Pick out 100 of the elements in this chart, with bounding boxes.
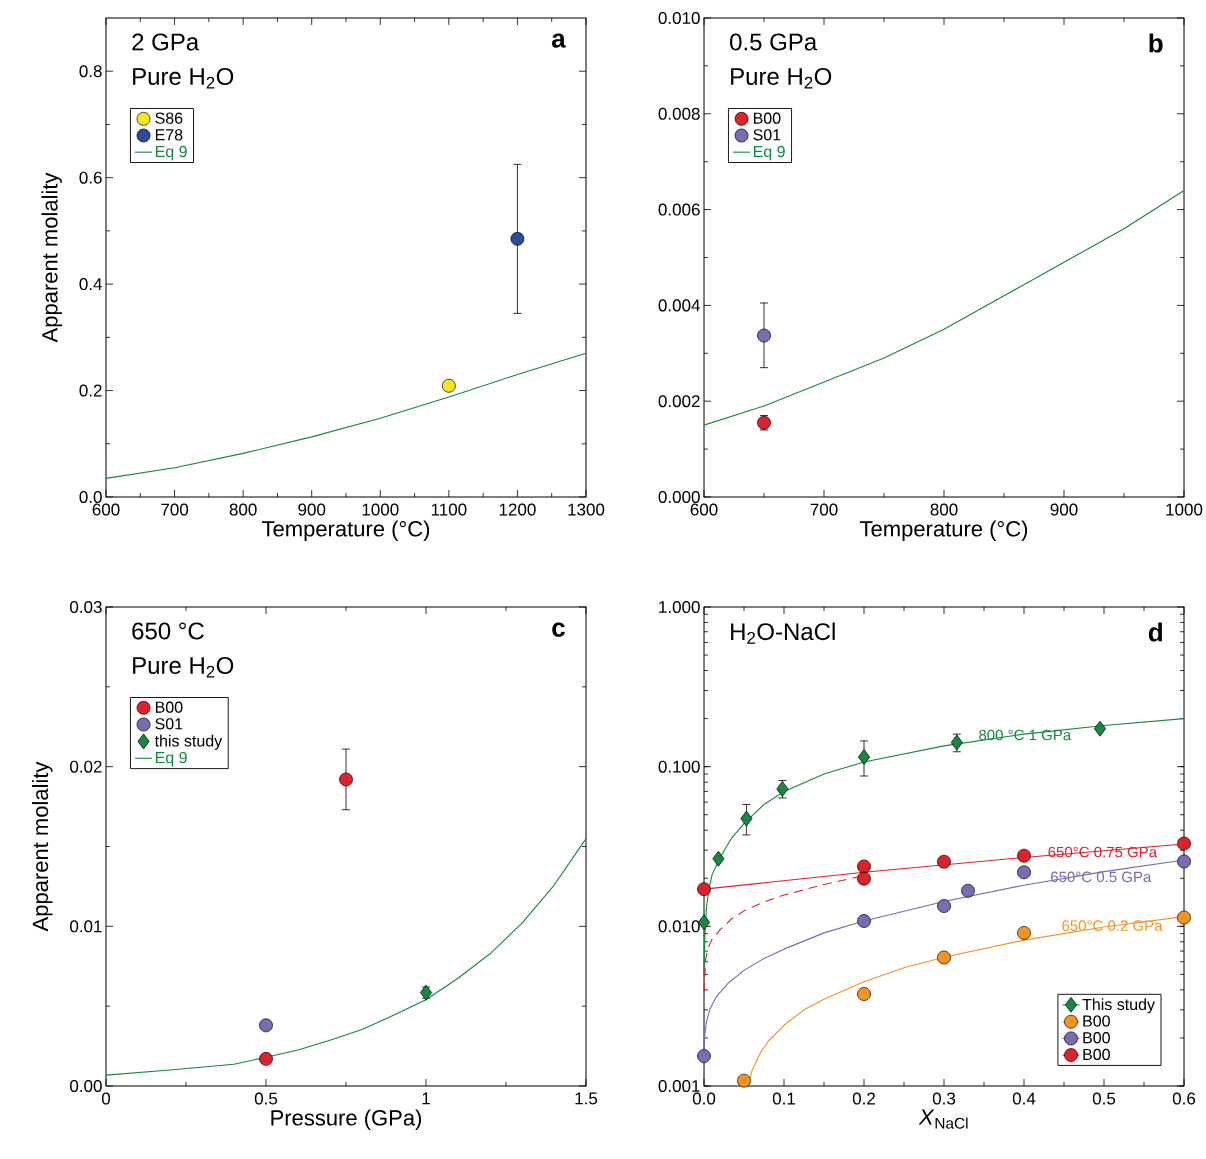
x-tick-label: 1 <box>422 1092 430 1105</box>
legend-label: S86 <box>155 112 183 124</box>
x-tick-label: 600 <box>690 503 718 516</box>
y-tick-label: 0.001 <box>658 1079 700 1093</box>
y-tick-label: 0.004 <box>658 299 700 312</box>
x-tick-label: 1200 <box>499 503 536 516</box>
y-tick-label: 0.01 <box>70 920 102 933</box>
legend-label: Eq 9 <box>155 145 187 161</box>
annotation: Pure H$_{2}$O <box>133 657 234 678</box>
legend-label: E78 <box>155 129 183 141</box>
x-tick-label: 900 <box>298 503 326 516</box>
x-axis-title: X$_{NaCl}$ <box>918 1109 968 1129</box>
point <box>737 1073 751 1088</box>
legend-label: B00 <box>1083 1015 1110 1027</box>
x-axis-title: Temperature (°C) <box>860 520 1028 541</box>
x-tick-label: 900 <box>1050 503 1078 516</box>
y-axis-title: Apparent molality <box>41 172 62 343</box>
annotation: Pure H$_{2}$O <box>731 67 832 89</box>
x-tick-label: 0.1 <box>772 1092 795 1105</box>
point <box>1177 910 1191 925</box>
legend-label: S01 <box>753 129 781 141</box>
x-tick-label: 1.5 <box>575 1092 598 1105</box>
legend-label: B00 <box>155 701 183 713</box>
point <box>1017 848 1031 863</box>
line-series <box>105 838 587 1076</box>
point <box>857 914 871 928</box>
annotation: a <box>551 33 566 48</box>
point <box>740 810 753 827</box>
x-tick-label: 700 <box>161 503 189 516</box>
point <box>697 1049 711 1063</box>
y-tick-label: 0.2 <box>79 384 102 397</box>
legend-label: Eq 9 <box>155 751 187 767</box>
point <box>1017 926 1031 940</box>
legend-label: This study <box>1082 998 1155 1014</box>
y-tick-label: 0.100 <box>658 760 700 773</box>
x-tick-label: 0.0 <box>692 1092 716 1105</box>
point <box>259 1052 273 1066</box>
y-tick-label: 0.008 <box>658 107 700 120</box>
point <box>697 882 711 896</box>
y-tick-label: 1.000 <box>659 600 700 614</box>
y-tick-label: 0.0 <box>79 490 102 504</box>
point <box>1177 854 1191 869</box>
legend-label: Eq 9 <box>753 145 785 161</box>
x-tick-label: 600 <box>92 503 120 516</box>
x-tick-label: 0.3 <box>932 1092 956 1105</box>
point <box>858 749 870 765</box>
legend-label: S01 <box>155 718 183 730</box>
y-tick-label: 0.4 <box>79 278 102 291</box>
y-tick-label: 0.010 <box>658 11 700 25</box>
point <box>937 950 951 965</box>
y-tick-label: 0.02 <box>70 760 102 773</box>
annotation: 2 GPa <box>132 33 200 51</box>
y-tick-label: 0.006 <box>658 203 700 216</box>
x-tick-label: 0.2 <box>852 1092 875 1105</box>
y-tick-label: 0.000 <box>658 490 700 504</box>
legend-label: B00 <box>753 112 781 124</box>
legend-label: this study <box>154 734 223 750</box>
y-tick-label: 0.8 <box>79 65 102 78</box>
point <box>339 772 353 787</box>
annotation: Pure H$_{2}$O <box>133 68 234 89</box>
annotation: 0.5 GPa <box>730 33 818 51</box>
y-tick-label: 0.6 <box>79 171 102 184</box>
x-tick-label: 1300 <box>568 503 605 516</box>
x-tick-label: 1000 <box>1166 503 1203 516</box>
x-axis-title: Temperature (°C) <box>262 520 430 541</box>
x-tick-label: 0 <box>101 1092 111 1105</box>
annotation: d <box>1148 622 1162 642</box>
legend-label: B00 <box>1083 1048 1110 1061</box>
point <box>1094 720 1106 737</box>
y-tick-label: 0.00 <box>70 1079 102 1093</box>
line-series <box>105 352 587 479</box>
x-tick-label: 800 <box>930 503 958 516</box>
annotation: c <box>552 622 565 637</box>
line-series <box>703 189 1185 426</box>
x-tick-label: 1100 <box>431 503 467 516</box>
point <box>1017 865 1031 880</box>
y-tick-label: 0.002 <box>658 395 700 408</box>
x-tick-label: 0.5 <box>1092 1092 1116 1105</box>
annotation: H$_{2}$O-NaCl <box>731 622 835 644</box>
legend-label: B00 <box>1083 1032 1110 1044</box>
annotation: 650 °C <box>132 622 204 640</box>
x-tick-label: 0.4 <box>1012 1092 1036 1105</box>
point <box>857 871 871 886</box>
x-tick-label: 0.6 <box>1172 1092 1196 1105</box>
point <box>259 1018 273 1033</box>
point <box>857 987 871 1001</box>
point <box>1177 836 1191 851</box>
point <box>937 899 951 913</box>
x-tick-label: 1000 <box>362 503 399 516</box>
x-tick-label: 700 <box>810 503 838 516</box>
x-axis-title: Pressure (GPa) <box>271 1109 422 1130</box>
point <box>712 850 725 867</box>
y-tick-label: 0.010 <box>658 920 700 933</box>
y-tick-label: 0.03 <box>70 600 102 614</box>
x-tick-label: 800 <box>229 503 257 516</box>
annotation: b <box>1149 33 1163 53</box>
point <box>961 883 975 898</box>
y-axis-title: Apparent molality <box>32 761 53 932</box>
point <box>857 859 871 874</box>
point <box>937 854 951 869</box>
